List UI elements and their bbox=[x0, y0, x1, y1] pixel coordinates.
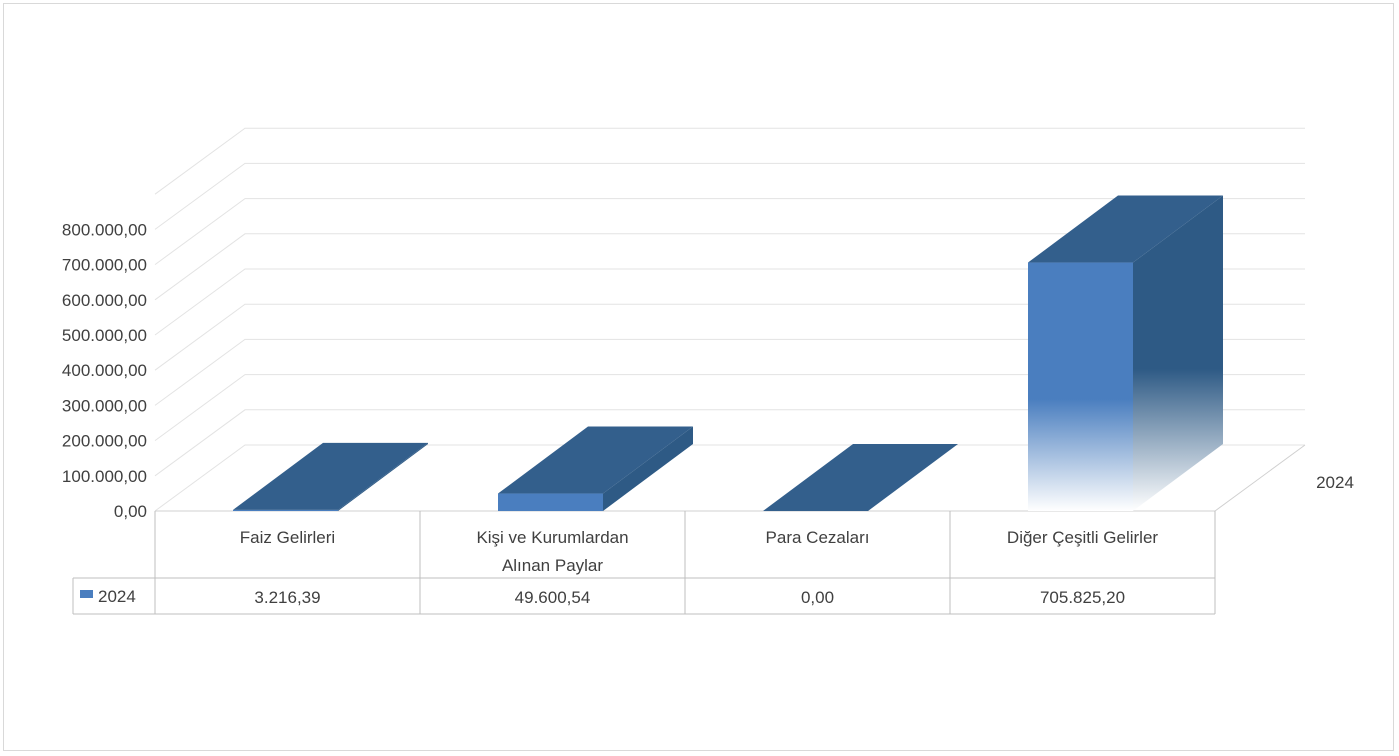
depth-axis-label: 2024 bbox=[1316, 473, 1354, 492]
y-tick-label: 800.000,00 bbox=[62, 220, 147, 239]
data-label: 0,00 bbox=[801, 588, 834, 607]
bar-front bbox=[233, 509, 338, 511]
gridline bbox=[154, 233, 1305, 301]
y-tick-label: 300.000,00 bbox=[62, 396, 147, 415]
chart-frame bbox=[3, 3, 1394, 751]
bar-side bbox=[603, 426, 693, 511]
y-tick-label: 200.000,00 bbox=[62, 432, 147, 451]
bar-side bbox=[1133, 195, 1223, 511]
gridline bbox=[154, 409, 1305, 477]
category-label: Kişi ve Kurumlardan Alınan Paylar bbox=[476, 528, 628, 575]
y-tick-label: 500.000,00 bbox=[62, 326, 147, 345]
gridline bbox=[154, 127, 1305, 195]
category-label: Faiz Gelirleri bbox=[240, 528, 335, 547]
bar bbox=[1028, 195, 1223, 511]
bar-front bbox=[1028, 262, 1133, 511]
data-label: 705.825,20 bbox=[1040, 588, 1125, 607]
category-label: Para Cezaları bbox=[766, 528, 870, 547]
bar-top bbox=[498, 426, 693, 494]
y-tick-label: 400.000,00 bbox=[62, 361, 147, 380]
category-label-line: Kişi ve Kurumlardan bbox=[476, 528, 628, 547]
category-label-line: Faiz Gelirleri bbox=[240, 528, 335, 547]
bar-top bbox=[1028, 195, 1223, 263]
category-label-line: Para Cezaları bbox=[766, 528, 870, 547]
category-label-line: Diğer Çeşitli Gelirler bbox=[1007, 528, 1158, 547]
bar-top bbox=[763, 444, 958, 511]
y-tick-label: 600.000,00 bbox=[62, 291, 147, 310]
bar-front bbox=[498, 493, 603, 511]
gridline bbox=[154, 198, 1305, 266]
data-label: 49.600,54 bbox=[515, 588, 591, 607]
bar-side bbox=[338, 442, 428, 511]
gridline bbox=[154, 303, 1305, 371]
category-label-line: Alınan Paylar bbox=[502, 556, 603, 575]
gridline bbox=[154, 374, 1305, 442]
bar bbox=[498, 426, 693, 511]
y-tick-label: 100.000,00 bbox=[62, 467, 147, 486]
y-tick-label: 700.000,00 bbox=[62, 256, 147, 275]
bar bbox=[233, 442, 428, 511]
legend-series-name: 2024 bbox=[98, 587, 136, 606]
gridline bbox=[154, 338, 1305, 406]
category-label: Diğer Çeşitli Gelirler bbox=[1007, 528, 1158, 547]
bar-top bbox=[233, 442, 428, 510]
legend-swatch bbox=[80, 590, 93, 598]
gridline bbox=[154, 268, 1305, 336]
data-label: 3.216,39 bbox=[254, 588, 320, 607]
gridline bbox=[154, 162, 1305, 230]
bar bbox=[763, 444, 958, 512]
y-tick-label: 0,00 bbox=[114, 502, 147, 521]
